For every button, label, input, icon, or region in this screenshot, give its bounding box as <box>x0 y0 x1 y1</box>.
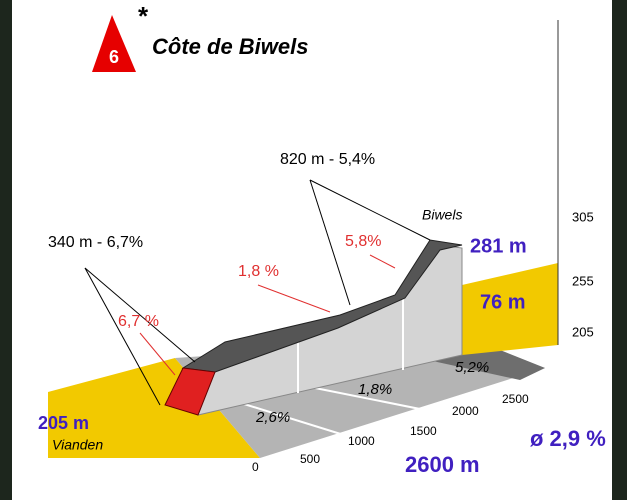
callout-line <box>84 267 161 406</box>
distance-label: 1500 <box>410 424 437 438</box>
marker-triangle <box>92 15 136 72</box>
wall-yellow <box>462 263 558 355</box>
grade-line <box>369 254 396 269</box>
grade: 5,8% <box>345 233 381 250</box>
marker-number: 6 <box>109 47 119 67</box>
callout-line <box>309 179 431 241</box>
callout: 340 m - 6,7% <box>48 234 143 251</box>
floor-yellow <box>48 358 260 458</box>
elevation-gain: 76 m <box>480 291 526 313</box>
grade: 6,7 % <box>118 313 159 330</box>
finish-label: Biwels <box>422 207 462 223</box>
finish-altitude: 281 m <box>470 235 527 257</box>
star: * <box>138 1 149 31</box>
altitude-label: 205 <box>572 324 594 339</box>
distance-label: 0 <box>252 460 259 474</box>
callout-line <box>309 179 351 306</box>
floor-line <box>299 384 451 416</box>
floor-grade: 2,6% <box>255 409 290 426</box>
callout: 820 m - 5,4% <box>280 151 375 168</box>
grade-line <box>257 284 331 313</box>
distance-label: 1000 <box>348 434 375 448</box>
length: 2600 m <box>405 452 480 477</box>
title: Côte de Biwels <box>152 34 308 59</box>
steep-section <box>164 367 216 416</box>
distance-label: 2000 <box>452 404 479 418</box>
grade-line <box>139 332 176 376</box>
altitude-label: 255 <box>572 273 594 288</box>
distance-label: 2500 <box>502 392 529 406</box>
floor-grade: 1,8% <box>358 381 392 398</box>
grade: 1,8 % <box>238 263 279 280</box>
top-band <box>181 239 463 373</box>
floor-grade: 5,2% <box>455 359 489 376</box>
start-altitude: 205 m <box>38 413 89 433</box>
average-grade: ø 2,9 % <box>530 426 606 451</box>
start-label: Vianden <box>52 437 103 453</box>
distance-label: 500 <box>300 452 320 466</box>
callout-line <box>84 267 196 363</box>
altitude-label: 305 <box>572 209 594 224</box>
